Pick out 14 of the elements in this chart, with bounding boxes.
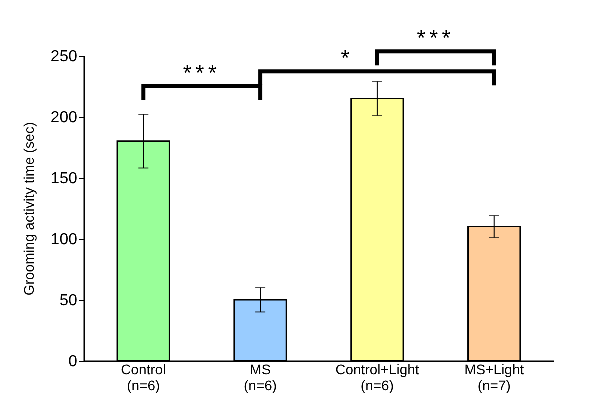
y-tick-label: 150 (50, 170, 78, 188)
x-tick-label: MS (n=6) (244, 362, 278, 394)
y-tick-label: 100 (50, 232, 78, 248)
x-tick-label: Control+Light (n=6) (336, 362, 420, 394)
annotation: *** (183, 60, 221, 86)
x-tick-label: MS+Light (n=7) (464, 362, 524, 394)
y-tick-label: 250 (50, 48, 78, 66)
y-tick-label: 50 (60, 292, 78, 310)
y-axis-title: Grooming activity time (sec) (20, 122, 37, 296)
x-tick-label: Control (n=6) (121, 362, 166, 394)
y-tick-label: 0 (68, 354, 78, 370)
y-tick-label: 200 (50, 110, 78, 126)
text: *** (417, 26, 455, 51)
annotation: * (341, 46, 354, 71)
